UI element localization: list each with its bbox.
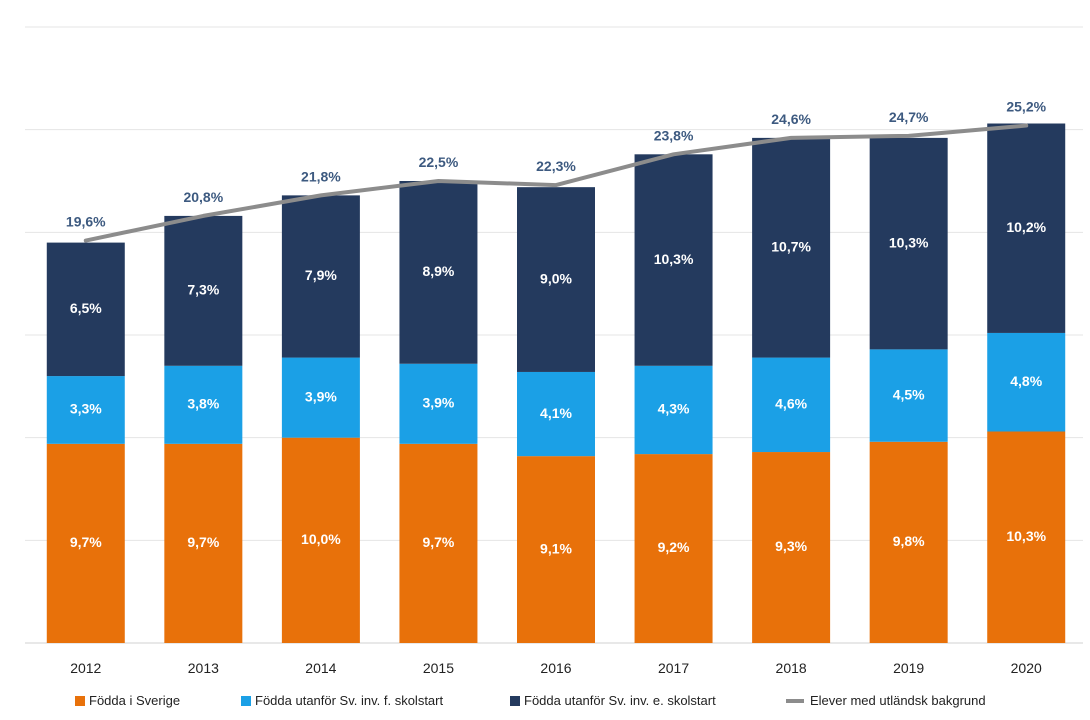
total-value-label: 25,2% — [1006, 99, 1046, 115]
bar-segment-3 — [281, 195, 360, 358]
legend-item: Födda utanför Sv. inv. f. skolstart — [241, 693, 443, 708]
bar-segment-2 — [987, 332, 1066, 432]
bar-segment-3 — [752, 137, 831, 358]
x-tick-label: 2012 — [70, 660, 101, 676]
x-tick-label: 2016 — [540, 660, 571, 676]
bar-segment-2 — [281, 357, 360, 438]
legend-swatch — [75, 696, 85, 706]
bar-segment-1 — [517, 456, 595, 643]
bar-segment-1 — [46, 443, 125, 643]
total-value-label: 19,6% — [66, 214, 106, 230]
bar-segment-3 — [46, 242, 125, 377]
bar-segment-1 — [634, 454, 713, 643]
bar-value-label: 9,3% — [775, 538, 807, 554]
bar-value-label: 4,5% — [893, 386, 925, 402]
total-labels: 19,6% 20,8% 21,8% 22,5% 22,3% 23,8% 24,6% 24,7%… — [66, 99, 1047, 230]
bar-value-label: 3,8% — [187, 396, 219, 412]
bars — [46, 123, 1066, 643]
bar-segment-3 — [164, 215, 243, 366]
legend-label: Födda utanför Sv. inv. e. skolstart — [524, 693, 716, 708]
bar-segment-1 — [869, 441, 948, 643]
total-value-label: 21,8% — [301, 168, 341, 184]
bar-segment-3 — [987, 123, 1066, 333]
x-tick-label: 2013 — [188, 660, 219, 676]
bar-labels: 9,7% 3,3% 6,5% 9,7% 3,8% 7,3% 10,0% 3,9% 7,9% 9,7… — [70, 219, 1047, 556]
total-value-label: 24,6% — [771, 111, 811, 127]
bar-value-label: 10,3% — [654, 251, 694, 267]
bar-segment-1 — [752, 452, 831, 643]
bar-segment-1 — [164, 443, 243, 643]
bar-value-label: 4,6% — [775, 396, 807, 412]
bar-segment-1 — [987, 431, 1066, 643]
total-line-path — [83, 123, 1029, 243]
bar-value-label: 3,3% — [70, 401, 102, 417]
bar-value-label: 9,2% — [658, 539, 690, 555]
legend-label: Elever med utländsk bakgrund — [810, 693, 986, 708]
x-tick-label: 2018 — [776, 660, 807, 676]
bar-segment-3 — [869, 137, 948, 350]
bar-value-label: 7,3% — [187, 282, 219, 298]
bar-segment-2 — [869, 349, 948, 442]
bar-segment-2 — [399, 363, 478, 444]
bar-value-label: 3,9% — [422, 394, 454, 410]
x-tick-label: 2017 — [658, 660, 689, 676]
bar-segment-2 — [164, 365, 243, 444]
total-value-label: 23,8% — [654, 127, 694, 143]
bar-segment-2 — [634, 365, 713, 455]
bar-value-label: 6,5% — [70, 300, 102, 316]
x-tick-label: 2015 — [423, 660, 454, 676]
legend-item: Elever med utländsk bakgrund — [786, 693, 986, 708]
x-tick-label: 2014 — [305, 660, 336, 676]
bar-value-label: 9,7% — [422, 534, 454, 550]
bar-segment-3 — [399, 181, 478, 364]
bar-value-label: 9,0% — [540, 270, 572, 286]
bar-value-label: 10,0% — [301, 531, 341, 547]
bar-value-label: 4,8% — [1010, 373, 1042, 389]
x-tick-label: 2019 — [893, 660, 924, 676]
bar-value-label: 9,7% — [187, 534, 219, 550]
bar-segment-2 — [46, 376, 125, 444]
bar-value-label: 10,3% — [889, 234, 929, 250]
legend-swatch — [510, 696, 520, 706]
total-value-label: 20,8% — [183, 189, 223, 205]
legend-label: Födda i Sverige — [89, 693, 180, 708]
bar-value-label: 9,7% — [70, 534, 102, 550]
bar-value-label: 3,9% — [305, 388, 337, 404]
bar-value-label: 9,1% — [540, 540, 572, 556]
bar-segment-3 — [517, 187, 595, 372]
bar-value-label: 10,2% — [1006, 219, 1046, 235]
legend-label: Födda utanför Sv. inv. f. skolstart — [255, 693, 443, 708]
bar-segment-1 — [281, 437, 360, 643]
x-axis: 2012 2013 2014 2015 2016 2017 2018 2019 2020 — [70, 660, 1042, 676]
bar-value-label: 9,8% — [893, 533, 925, 549]
bar-value-label: 8,9% — [422, 263, 454, 279]
total-line — [83, 123, 1029, 243]
x-tick-label: 2020 — [1011, 660, 1042, 676]
legend-item: Födda i Sverige — [75, 693, 180, 708]
total-value-label: 24,7% — [889, 109, 929, 125]
total-value-label: 22,3% — [536, 158, 576, 174]
bar-value-label: 7,9% — [305, 267, 337, 283]
bar-segment-2 — [752, 357, 831, 453]
bar-segment-3 — [634, 154, 713, 366]
bar-segment-2 — [517, 371, 595, 457]
legend: Födda i Sverige Födda utanför Sv. inv. f.… — [75, 693, 986, 708]
bar-segment-1 — [399, 443, 478, 643]
bar-value-label: 10,7% — [771, 238, 811, 254]
bar-value-label: 4,1% — [540, 405, 572, 421]
total-value-label: 22,5% — [419, 154, 459, 170]
legend-item: Födda utanför Sv. inv. e. skolstart — [510, 693, 716, 708]
bar-value-label: 10,3% — [1006, 528, 1046, 544]
bar-value-label: 4,3% — [658, 401, 690, 417]
legend-swatch — [241, 696, 251, 706]
